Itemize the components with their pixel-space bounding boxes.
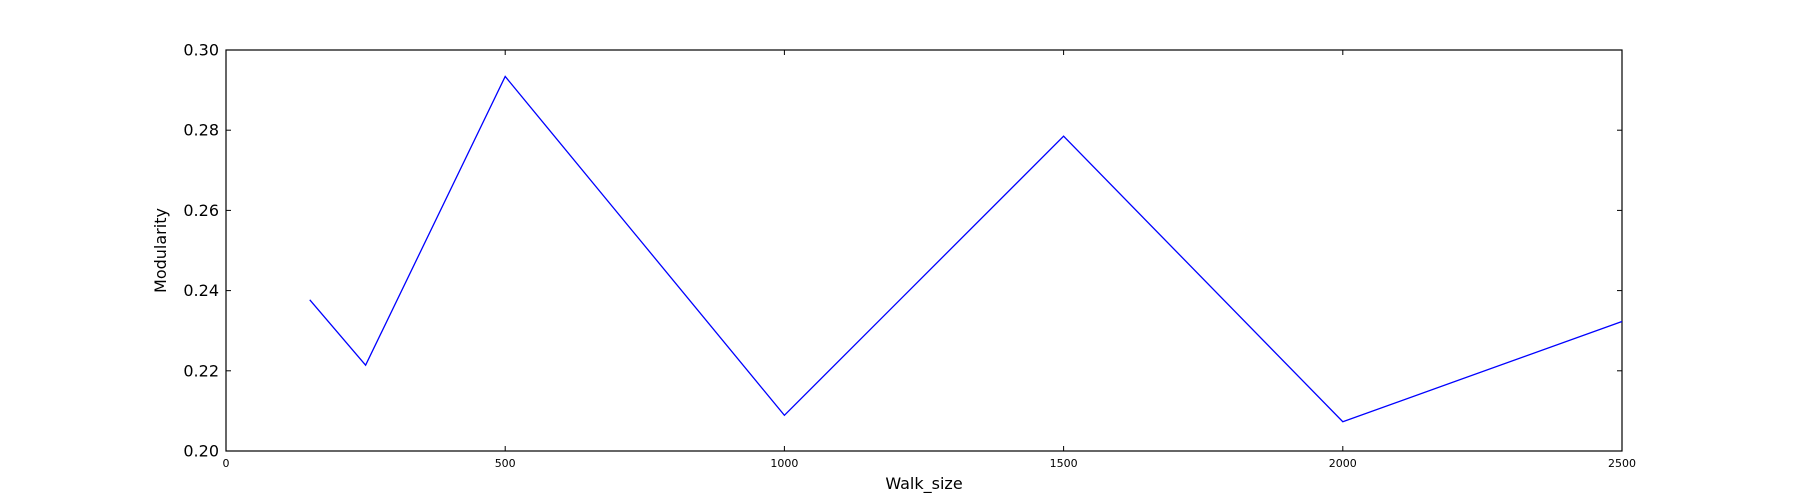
x-tick-label: 1500 <box>1050 457 1078 470</box>
y-tick-label: 0.20 <box>183 442 219 461</box>
x-axis-label: Walk_size <box>885 474 962 494</box>
y-tick-label: 0.26 <box>183 201 219 220</box>
x-tick-label: 2000 <box>1329 457 1357 470</box>
x-tick-label: 1000 <box>770 457 798 470</box>
y-tick-label: 0.30 <box>183 41 219 60</box>
y-axis-label: Modularity <box>151 208 170 293</box>
series-line <box>309 75 1623 423</box>
y-tick-label: 0.22 <box>183 361 219 380</box>
y-tick-label: 0.24 <box>183 281 219 300</box>
x-tick-label: 500 <box>495 457 516 470</box>
x-tick-label: 2500 <box>1608 457 1636 470</box>
x-tick-label: 0 <box>223 457 230 470</box>
axes-frame <box>225 49 1623 452</box>
plot-area: 0 500 1000 1500 2000 2500 0.20 0.22 0.24 0.26 0.28… <box>183 41 1636 471</box>
y-tick-label: 0.28 <box>183 121 219 140</box>
